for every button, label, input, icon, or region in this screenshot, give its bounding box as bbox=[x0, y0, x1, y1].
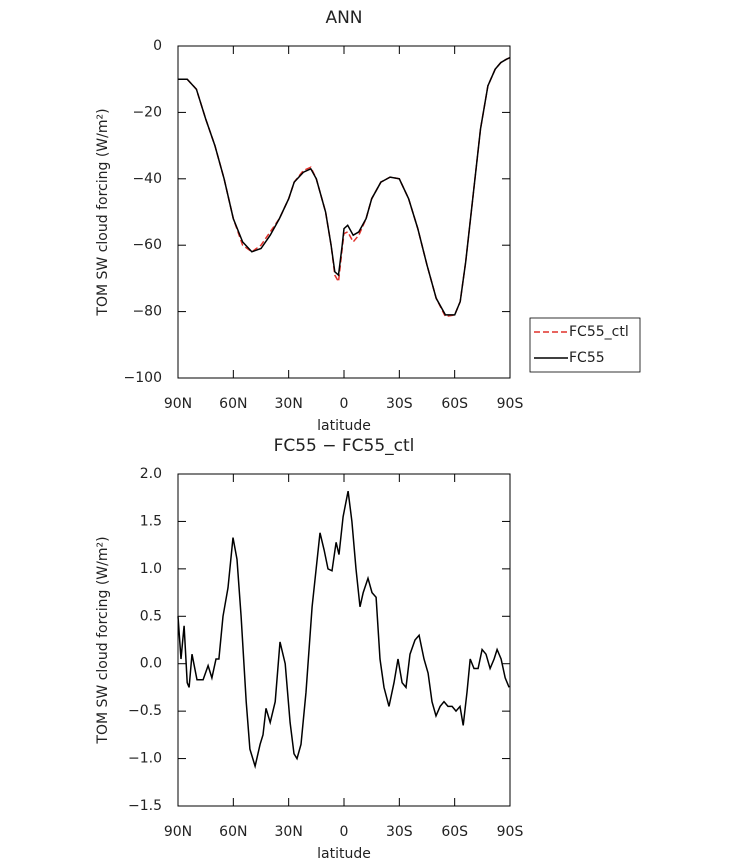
x-tick-label: 90N bbox=[164, 824, 192, 840]
x-axis-label: latitude bbox=[317, 418, 371, 434]
data-line bbox=[178, 56, 511, 318]
y-tick-label: −0.5 bbox=[128, 703, 162, 719]
y-axis-label: TOM SW cloud forcing (W/m²) bbox=[95, 108, 111, 316]
y-tick-label: 0.0 bbox=[140, 656, 162, 672]
x-tick-label: 60S bbox=[441, 396, 468, 412]
y-tick-label: −100 bbox=[124, 370, 162, 386]
y-tick-label: 0 bbox=[153, 38, 162, 54]
plot-frame bbox=[177, 473, 511, 807]
chart-title: ANN bbox=[325, 8, 362, 28]
y-tick-label: −80 bbox=[132, 304, 162, 320]
y-tick-label: 1.0 bbox=[140, 561, 162, 577]
x-tick-label: 0 bbox=[340, 824, 349, 840]
y-tick-label: −1.5 bbox=[128, 798, 162, 814]
x-tick-label: 60S bbox=[441, 824, 468, 840]
y-tick-label: 0.5 bbox=[140, 608, 162, 624]
legend-box bbox=[529, 317, 641, 373]
chart-title: FC55 − FC55_ctl bbox=[274, 436, 415, 456]
x-tick-label: 0 bbox=[340, 396, 349, 412]
y-tick-label: −20 bbox=[132, 104, 162, 120]
y-tick-label: 1.5 bbox=[140, 513, 162, 529]
y-tick-label: −40 bbox=[132, 171, 162, 187]
x-tick-label: 90N bbox=[164, 396, 192, 412]
data-line bbox=[178, 56, 511, 316]
data-line bbox=[177, 490, 510, 770]
x-axis-label: latitude bbox=[317, 846, 371, 862]
legend-label: FC55 bbox=[569, 350, 605, 366]
x-tick-label: 30N bbox=[275, 824, 303, 840]
x-tick-label: 90S bbox=[497, 824, 524, 840]
y-tick-label: −60 bbox=[132, 237, 162, 253]
y-tick-label: −1.0 bbox=[128, 751, 162, 767]
plot-frame bbox=[177, 45, 511, 379]
x-tick-label: 90S bbox=[497, 396, 524, 412]
x-tick-label: 60N bbox=[219, 396, 247, 412]
y-tick-label: 2.0 bbox=[140, 466, 162, 482]
x-tick-label: 30S bbox=[386, 396, 413, 412]
x-tick-label: 30N bbox=[275, 396, 303, 412]
y-axis-label: TOM SW cloud forcing (W/m²) bbox=[95, 536, 111, 744]
x-tick-label: 60N bbox=[219, 824, 247, 840]
legend-label: FC55_ctl bbox=[569, 324, 629, 340]
x-tick-label: 30S bbox=[386, 824, 413, 840]
